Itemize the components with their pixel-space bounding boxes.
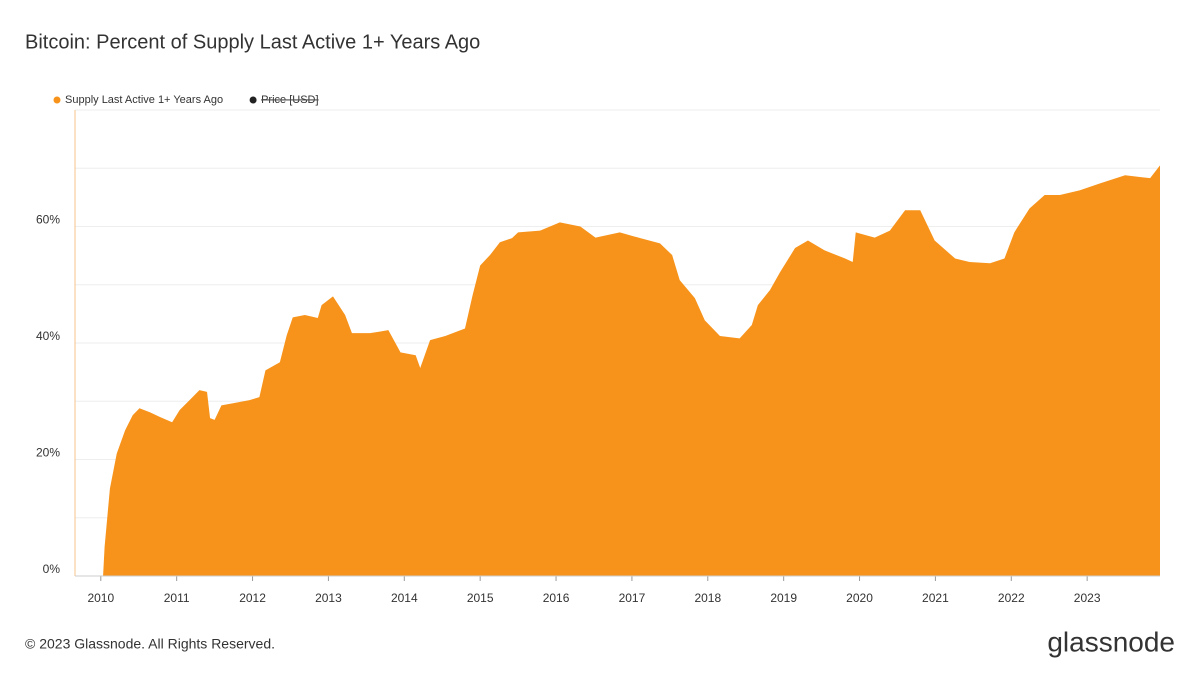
y-tick-label: 20% (36, 446, 60, 460)
x-tick-label: 2012 (239, 591, 266, 605)
legend-marker (249, 96, 257, 104)
y-tick-label: 40% (36, 329, 60, 343)
x-tick-label: 2014 (391, 591, 418, 605)
x-tick-label: 2019 (770, 591, 797, 605)
area (103, 165, 1160, 576)
x-tick-label: 2022 (998, 591, 1025, 605)
x-tick-label: 2015 (467, 591, 494, 605)
footer: © 2023 Glassnode. All Rights Reserved. (25, 636, 275, 652)
x-tick-label: 2023 (1074, 591, 1101, 605)
x-tick-label: 2011 (164, 591, 190, 605)
brand-logo: glassnode (1047, 626, 1175, 657)
x-tick-label: 2021 (922, 591, 949, 605)
x-tick-label: 2010 (87, 591, 114, 605)
chart-title: Bitcoin: Percent of Supply Last Active 1… (25, 31, 480, 53)
y-tick-label: 0% (43, 562, 61, 576)
x-tick-label: 2017 (619, 591, 646, 605)
x-tick-label: 2018 (694, 591, 721, 605)
legend-marker (53, 96, 61, 104)
x-tick-label: 2020 (846, 591, 873, 605)
x-tick-label: 2013 (315, 591, 342, 605)
y-tick-label: 60% (36, 213, 60, 227)
legend-label: Supply Last Active 1+ Years Ago (65, 94, 223, 106)
x-tick-label: 2016 (543, 591, 570, 605)
